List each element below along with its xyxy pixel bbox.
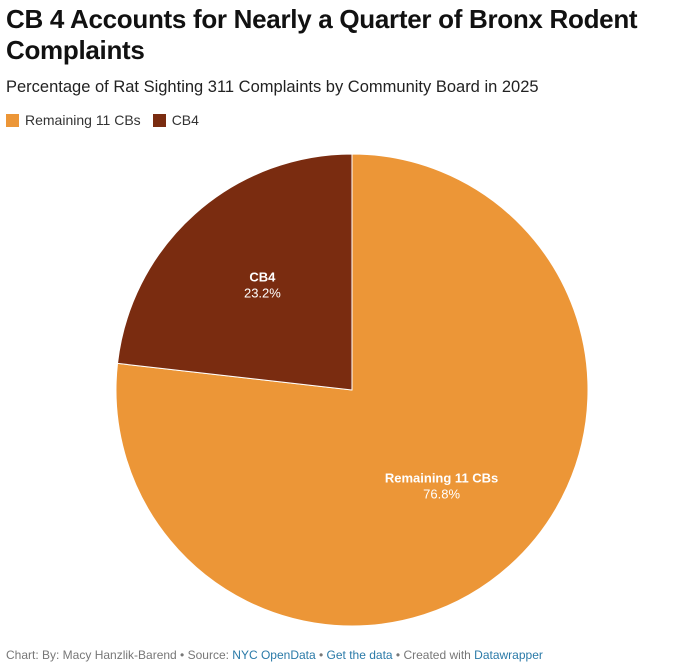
footer-credit: Chart: By: Macy Hanzlik-Barend • Source: [6,648,233,662]
separator: • [315,648,327,662]
legend-label: CB4 [171,112,199,128]
legend-label: Remaining 11 CBs [25,112,141,128]
get-data-link[interactable]: Get the data [326,648,393,662]
separator: • Created with [392,648,475,662]
legend-swatch [152,113,166,127]
chart-subtitle: Percentage of Rat Sighting 311 Complaint… [6,78,539,96]
source-link[interactable]: NYC OpenData [232,648,316,662]
slice-label-label: 76.8% [423,486,460,501]
legend-item-remaining: Remaining 11 CBs [6,112,141,128]
legend-item-cb4: CB4 [152,112,199,128]
legend-swatch [6,113,19,127]
footer: Chart: By: Macy Hanzlik-Barend • Source:… [6,648,543,662]
pie-slice-cb4 [116,153,353,391]
slice-name-label: Remaining 11 CBs [385,470,498,485]
legend: Remaining 11 CBs CB4 [6,112,211,128]
chart-title: CB 4 Accounts for Nearly a Quarter of Br… [6,4,638,65]
slice-name-label: CB4 [249,270,276,285]
slice-label-label: 23.2% [244,286,281,301]
datawrapper-link[interactable]: Datawrapper [474,648,543,662]
